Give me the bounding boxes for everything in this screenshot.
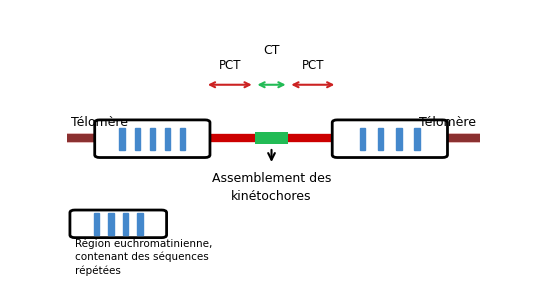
- FancyBboxPatch shape: [332, 120, 448, 158]
- Text: Assemblement des
kinétochores: Assemblement des kinétochores: [212, 172, 331, 203]
- Bar: [396, 127, 401, 150]
- Text: Télomère: Télomère: [71, 116, 128, 129]
- Bar: [94, 213, 99, 235]
- Bar: [123, 213, 128, 235]
- Bar: [378, 127, 384, 150]
- Text: Télomère: Télomère: [418, 116, 475, 129]
- Bar: [108, 213, 114, 235]
- Bar: [414, 127, 419, 150]
- FancyBboxPatch shape: [70, 210, 167, 238]
- Bar: [360, 127, 366, 150]
- Text: PCT: PCT: [219, 59, 241, 72]
- Bar: [150, 127, 155, 150]
- Text: CT: CT: [263, 44, 280, 57]
- Bar: [255, 132, 288, 144]
- Text: Région euchromatinienne,
contenant des séquences
répétées: Région euchromatinienne, contenant des s…: [75, 238, 212, 276]
- Text: PCT: PCT: [302, 59, 324, 72]
- FancyBboxPatch shape: [95, 120, 210, 158]
- Bar: [137, 213, 142, 235]
- Bar: [180, 127, 185, 150]
- Bar: [119, 127, 125, 150]
- Bar: [134, 127, 140, 150]
- Bar: [165, 127, 170, 150]
